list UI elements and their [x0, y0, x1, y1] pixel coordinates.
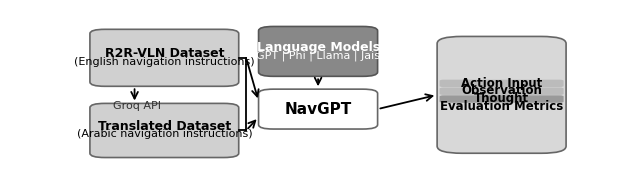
FancyBboxPatch shape — [90, 103, 239, 157]
FancyBboxPatch shape — [440, 80, 564, 87]
Text: NavGPT: NavGPT — [284, 102, 352, 117]
Text: R2R-VLN Dataset: R2R-VLN Dataset — [104, 47, 224, 60]
FancyBboxPatch shape — [259, 89, 378, 129]
FancyBboxPatch shape — [440, 88, 564, 95]
Text: Groq API: Groq API — [113, 100, 161, 110]
Text: Translated Dataset: Translated Dataset — [98, 120, 231, 133]
Text: Observation: Observation — [461, 84, 542, 97]
FancyBboxPatch shape — [90, 29, 239, 86]
Text: Thought: Thought — [474, 92, 529, 105]
Text: Language Models: Language Models — [257, 41, 380, 54]
Text: (English navigation instructions): (English navigation instructions) — [74, 57, 255, 67]
Text: GPT | Phi | Llama | Jais: GPT | Phi | Llama | Jais — [256, 50, 380, 60]
FancyBboxPatch shape — [437, 36, 566, 153]
Text: (Arabic navigation instructions): (Arabic navigation instructions) — [77, 129, 252, 139]
FancyBboxPatch shape — [259, 26, 378, 76]
FancyBboxPatch shape — [440, 95, 564, 103]
Text: Evaluation Metrics: Evaluation Metrics — [440, 100, 563, 113]
Text: Action Input: Action Input — [461, 77, 542, 90]
